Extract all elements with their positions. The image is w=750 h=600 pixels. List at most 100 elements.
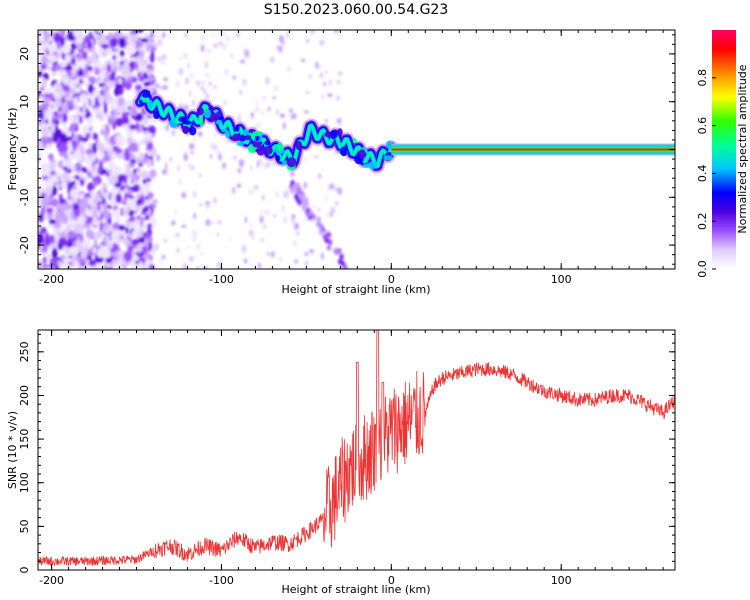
noise-speck	[85, 148, 94, 155]
noise-speck	[213, 196, 217, 204]
noise-speck	[103, 212, 110, 220]
noise-speck	[123, 250, 133, 262]
noise-speck	[239, 59, 246, 64]
noise-speck	[79, 215, 86, 225]
noise-speck	[117, 237, 123, 243]
noise-speck	[337, 79, 341, 85]
noise-speck	[216, 150, 222, 155]
noise-speck	[96, 249, 106, 258]
noise-speck	[337, 258, 343, 265]
noise-speck	[188, 89, 192, 97]
noise-speck	[188, 143, 195, 150]
noise-speck	[38, 230, 45, 235]
noise-speck	[78, 245, 84, 252]
noise-speck	[318, 173, 322, 179]
ridge-blob	[337, 128, 343, 137]
noise-speck	[118, 37, 126, 48]
noise-speck	[58, 232, 67, 238]
noise-speck	[204, 201, 211, 205]
noise-speck	[150, 159, 155, 167]
noise-speck	[112, 230, 120, 237]
x-tick-label: 0	[388, 273, 395, 286]
noise-speck	[265, 76, 270, 85]
noise-speck	[184, 77, 190, 85]
noise-speck	[67, 230, 76, 239]
x-tick-label: 0	[388, 574, 395, 587]
noise-speck	[77, 197, 81, 205]
noise-speck	[319, 39, 325, 46]
noise-speck	[70, 197, 77, 203]
noise-speck	[250, 111, 254, 119]
y-tick-label: 100	[18, 472, 31, 493]
y-tick-label: 50	[18, 519, 31, 533]
noise-speck	[104, 60, 108, 67]
noise-speck	[145, 130, 150, 140]
noise-speck	[191, 229, 198, 238]
noise-speck	[141, 194, 145, 205]
noise-speck	[127, 198, 137, 208]
noise-speck	[273, 85, 279, 92]
ridge-blob	[225, 130, 231, 139]
noise-speck	[169, 156, 173, 162]
noise-speck	[117, 139, 125, 146]
noise-speck	[161, 60, 166, 66]
noise-speck	[64, 65, 73, 71]
noise-speck	[53, 32, 62, 43]
spectrogram-noise	[38, 30, 349, 269]
noise-speck	[74, 86, 81, 94]
noise-speck	[136, 219, 142, 224]
noise-speck	[122, 207, 130, 216]
ridge-blob	[352, 138, 357, 144]
noise-speck	[80, 140, 86, 147]
noise-speck	[321, 169, 324, 173]
noise-speck	[283, 190, 289, 199]
noise-speck	[189, 255, 194, 263]
noise-speck	[149, 53, 155, 63]
noise-speck	[297, 187, 302, 194]
noise-speck	[311, 213, 316, 220]
noise-speck	[98, 46, 103, 53]
noise-speck	[87, 83, 94, 94]
noise-speck	[195, 266, 200, 269]
noise-speck	[64, 203, 73, 210]
noise-speck	[279, 113, 286, 118]
noise-speck	[114, 148, 123, 154]
noise-speck	[127, 241, 132, 247]
noise-speck	[334, 30, 339, 34]
noise-speck	[147, 199, 155, 204]
noise-speck	[313, 155, 319, 159]
x-tick-label: 100	[551, 574, 572, 587]
noise-speck	[131, 185, 136, 192]
noise-speck	[95, 215, 101, 222]
noise-speck	[233, 155, 237, 160]
noise-speck	[327, 239, 333, 246]
noise-speck	[147, 223, 153, 230]
noise-speck	[290, 180, 295, 186]
noise-speck	[134, 61, 139, 72]
noise-speck	[337, 71, 343, 76]
noise-speck	[304, 216, 307, 222]
noise-speck	[53, 90, 61, 99]
noise-speck	[315, 61, 319, 69]
y-tick-label: 150	[18, 429, 31, 450]
noise-speck	[95, 111, 103, 116]
colorbar-label: Normalized spectral amplitude	[736, 64, 749, 233]
noise-speck	[271, 251, 275, 258]
noise-speck	[161, 168, 168, 175]
noise-speck	[256, 160, 260, 168]
noise-speck	[89, 76, 96, 85]
noise-speck	[87, 60, 91, 67]
noise-speck	[201, 80, 206, 86]
noise-speck	[330, 183, 335, 190]
noise-speck	[85, 229, 95, 239]
noise-speck	[151, 83, 156, 90]
noise-speck	[238, 159, 245, 167]
noise-speck	[326, 244, 332, 251]
noise-speck	[297, 198, 302, 205]
noise-speck	[102, 221, 108, 229]
noise-speck	[242, 78, 247, 84]
noise-speck	[213, 85, 218, 89]
noise-speck	[79, 93, 87, 104]
